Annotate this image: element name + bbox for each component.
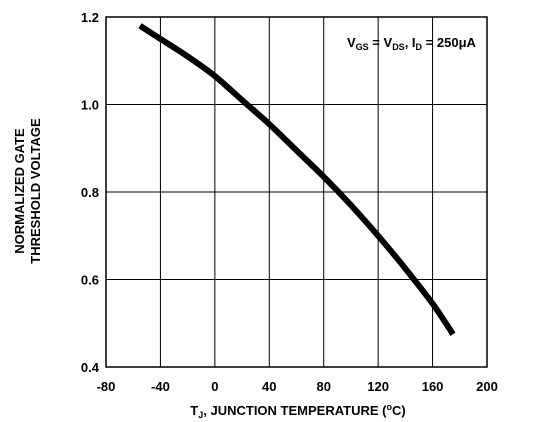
annot-value: = 250 [422, 35, 459, 50]
annot-vds-sub: DS [392, 42, 405, 52]
y-axis-title-line-1: NORMALIZED GATE [12, 128, 27, 254]
x-tick-label: 120 [367, 379, 389, 394]
x-tick-labels: -80 -40 0 40 80 120 160 200 [97, 379, 498, 394]
annot-eq: = V [369, 35, 393, 50]
x-tick-label: -80 [97, 379, 116, 394]
x-tick-label: -40 [151, 379, 170, 394]
y-tick-labels: 0.4 0.6 0.8 1.0 1.2 [81, 10, 100, 375]
x-axis-title-degree: o [386, 402, 392, 412]
annot-vgs-sub: GS [356, 42, 369, 52]
x-tick-label: 80 [316, 379, 330, 394]
annot-id-sub: D [416, 42, 423, 52]
annot-comma: , I [405, 35, 416, 50]
x-axis-title-main: T [190, 403, 198, 418]
y-axis-title-line-2: THRESHOLD VOLTAGE [28, 118, 43, 264]
plot-frame [105, 16, 488, 368]
x-tick-label: 40 [262, 379, 276, 394]
annot-vgs: V [347, 35, 356, 50]
y-tick-label: 1.0 [81, 98, 99, 113]
x-tick-label: 0 [211, 379, 218, 394]
grid-lines [105, 16, 488, 368]
x-tick-label: 160 [422, 379, 444, 394]
x-axis-title-unit: C) [392, 403, 406, 418]
x-tick-label: 200 [476, 379, 498, 394]
y-tick-label: 0.6 [81, 273, 99, 288]
y-tick-label: 1.2 [81, 10, 99, 25]
y-tick-label: 0.4 [81, 360, 100, 375]
annot-unit: A [467, 35, 477, 50]
annot-mu: μ [459, 35, 467, 50]
x-axis-title: TJ, JUNCTION TEMPERATURE (oC) [190, 402, 405, 420]
conditions-annotation: VGS = VDS, ID = 250μA [347, 35, 477, 52]
series-line-threshold-voltage [138, 23, 456, 336]
x-axis-title-rest: , JUNCTION TEMPERATURE ( [203, 403, 387, 418]
x-axis-title-sub: J [198, 410, 203, 420]
y-axis-title: NORMALIZED GATE THRESHOLD VOLTAGE [12, 118, 43, 264]
y-tick-label: 0.8 [81, 185, 99, 200]
